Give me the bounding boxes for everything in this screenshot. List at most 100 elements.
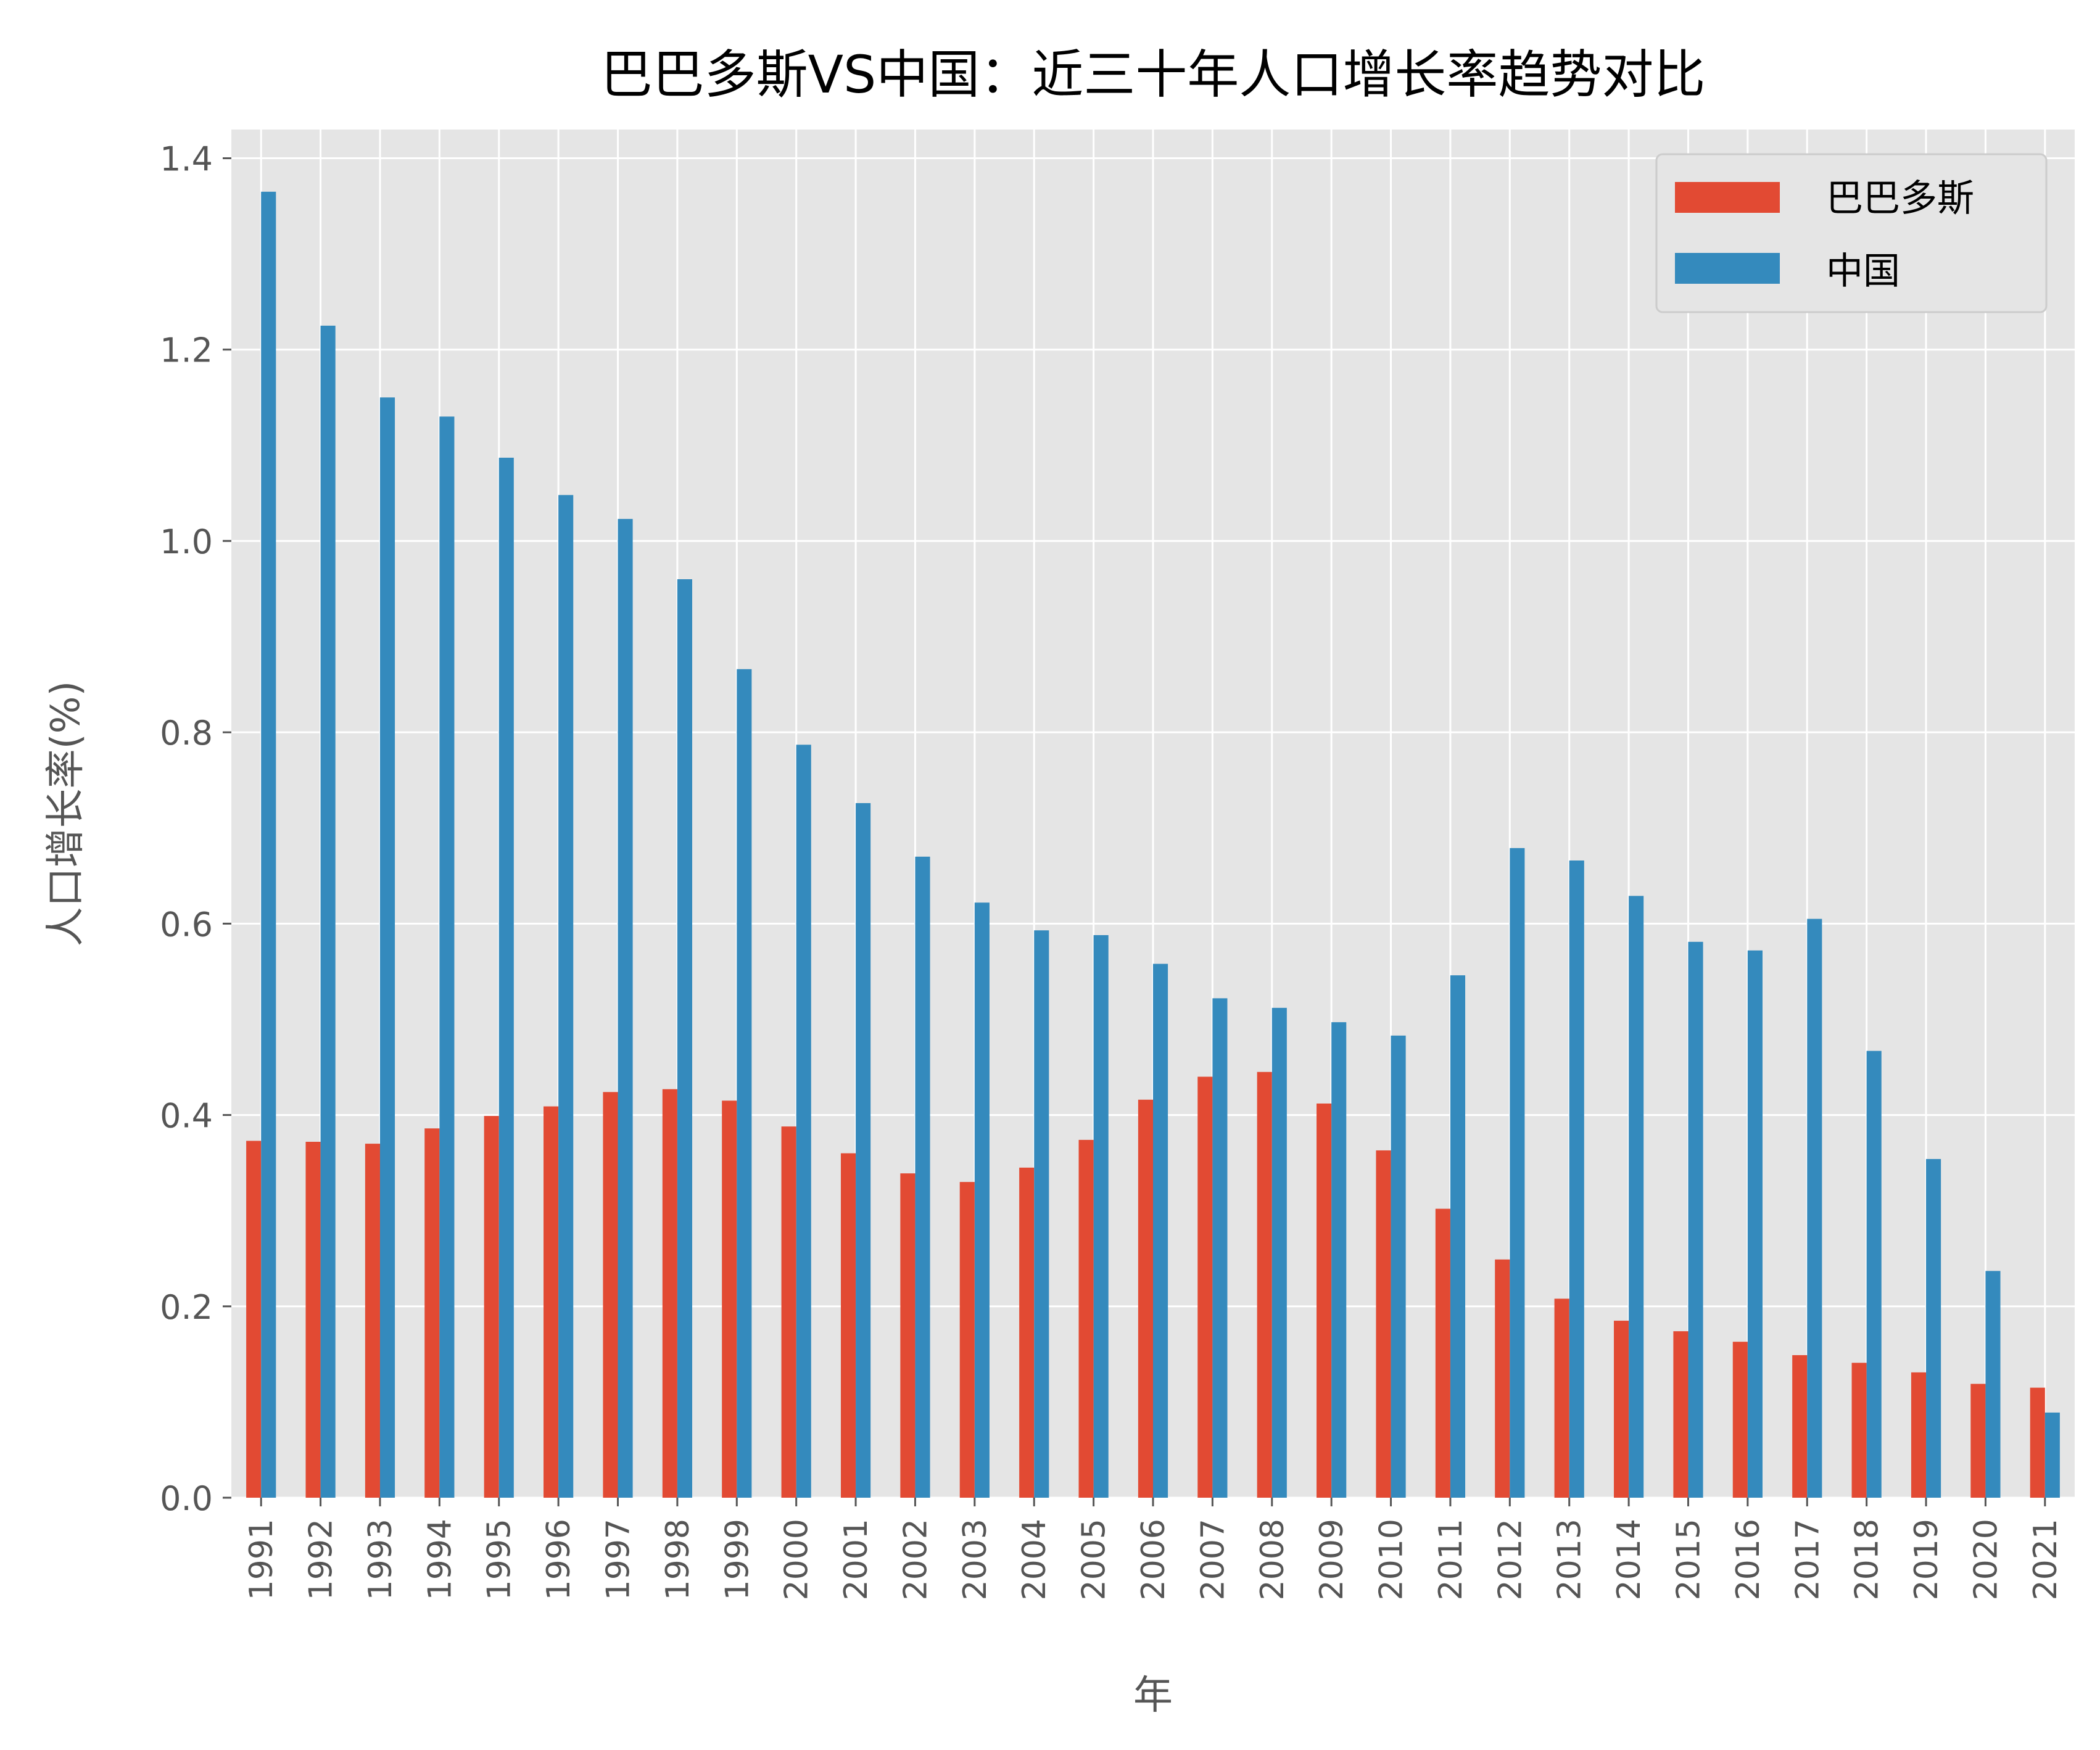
bar-barbados-2021 xyxy=(2030,1387,2045,1498)
y-tick-label: 0.2 xyxy=(160,1288,213,1327)
bar-china-2002 xyxy=(915,856,930,1498)
bar-china-2021 xyxy=(2044,1412,2060,1498)
x-axis-label: 年 xyxy=(1133,1673,1173,1719)
bar-china-2013 xyxy=(1569,861,1584,1498)
bar-barbados-2005 xyxy=(1078,1139,1094,1498)
bar-china-2007 xyxy=(1212,998,1228,1498)
y-tick-label: 1.2 xyxy=(160,331,213,370)
bar-barbados-2013 xyxy=(1554,1298,1569,1498)
bar-china-2009 xyxy=(1331,1022,1347,1498)
y-tick-label: 0.0 xyxy=(160,1479,213,1518)
x-tick-label: 2002 xyxy=(897,1519,934,1600)
bar-barbados-2010 xyxy=(1376,1150,1391,1498)
x-tick-label: 2006 xyxy=(1135,1519,1172,1600)
bar-barbados-2007 xyxy=(1197,1076,1213,1498)
bar-china-1995 xyxy=(498,458,514,1498)
bar-barbados-2006 xyxy=(1138,1099,1153,1498)
bar-barbados-2015 xyxy=(1673,1331,1689,1498)
bar-barbados-2000 xyxy=(781,1126,796,1498)
bar-china-1991 xyxy=(261,191,276,1498)
legend-label-barbados: 巴巴多斯 xyxy=(1826,177,1974,220)
x-tick-label: 1994 xyxy=(421,1519,458,1600)
x-tick-label: 1999 xyxy=(719,1519,756,1600)
x-tick-label: 1992 xyxy=(303,1519,340,1600)
x-axis-ticks: 1991 1992 1993 1994 1995 1996 1997 1998 1999 2000… xyxy=(243,1498,2064,1600)
bar-china-2012 xyxy=(1510,848,1525,1498)
bar-china-2000 xyxy=(796,745,811,1498)
bar-china-1998 xyxy=(677,579,692,1498)
x-tick-label: 2016 xyxy=(1730,1519,1767,1600)
y-axis-ticks: 0.0 0.2 0.4 0.6 0.8 1.0 1.2 1.4 xyxy=(160,140,231,1518)
x-tick-label: 2012 xyxy=(1492,1519,1529,1600)
bar-barbados-2020 xyxy=(1970,1384,1986,1498)
bar-china-1999 xyxy=(737,669,752,1498)
bars xyxy=(246,191,2060,1498)
bar-barbados-1996 xyxy=(544,1106,559,1498)
chart-title: 巴巴多斯VS中国：近三十年人口增长率趋势对比 xyxy=(601,44,1706,105)
bar-barbados-2004 xyxy=(1019,1167,1035,1498)
x-tick-label: 2013 xyxy=(1552,1519,1589,1600)
bar-barbados-1994 xyxy=(424,1128,440,1498)
bar-china-2005 xyxy=(1093,935,1109,1498)
bar-barbados-1991 xyxy=(246,1141,262,1498)
bar-china-2020 xyxy=(1985,1271,2001,1498)
x-tick-label: 2008 xyxy=(1254,1519,1291,1600)
bar-china-1994 xyxy=(439,416,455,1498)
bar-china-2019 xyxy=(1926,1158,1941,1498)
y-tick-label: 0.6 xyxy=(160,905,213,944)
bar-barbados-2016 xyxy=(1732,1342,1748,1498)
x-tick-label: 2011 xyxy=(1432,1519,1470,1600)
y-tick-label: 0.8 xyxy=(160,714,213,753)
x-tick-label: 2000 xyxy=(779,1519,816,1600)
bar-china-2006 xyxy=(1153,964,1168,1498)
bar-china-2001 xyxy=(856,803,871,1498)
x-tick-label: 2019 xyxy=(1908,1519,1945,1600)
x-tick-label: 2004 xyxy=(1016,1519,1053,1600)
x-tick-label: 2001 xyxy=(838,1519,875,1600)
bar-china-1993 xyxy=(379,397,395,1498)
bar-china-2018 xyxy=(1866,1050,1882,1498)
x-tick-label: 2015 xyxy=(1670,1519,1707,1600)
y-tick-label: 1.0 xyxy=(160,522,213,561)
bar-barbados-1995 xyxy=(484,1116,499,1498)
bar-china-2014 xyxy=(1629,896,1644,1498)
x-tick-label: 1996 xyxy=(540,1519,577,1600)
bar-barbados-2008 xyxy=(1257,1071,1272,1498)
x-tick-label: 1991 xyxy=(243,1519,280,1600)
bar-barbados-2001 xyxy=(840,1153,856,1498)
bar-barbados-1999 xyxy=(722,1100,737,1498)
legend-label-china: 中国 xyxy=(1826,250,1900,293)
bar-china-2008 xyxy=(1271,1007,1287,1498)
y-axis-label: 人口增长率(%) xyxy=(43,681,89,947)
x-tick-label: 1998 xyxy=(659,1519,697,1600)
x-tick-label: 2003 xyxy=(957,1519,994,1600)
bar-barbados-2012 xyxy=(1495,1259,1510,1498)
x-tick-label: 2007 xyxy=(1194,1519,1231,1600)
bar-barbados-2011 xyxy=(1435,1208,1450,1498)
legend-swatch-china xyxy=(1675,253,1780,284)
bar-china-2017 xyxy=(1807,918,1822,1498)
bar-barbados-2003 xyxy=(959,1182,975,1498)
x-tick-label: 2014 xyxy=(1611,1519,1648,1600)
bar-china-2004 xyxy=(1034,930,1049,1498)
x-tick-label: 2020 xyxy=(1967,1519,2004,1600)
x-tick-label: 2017 xyxy=(1789,1519,1826,1600)
bar-barbados-2017 xyxy=(1792,1355,1808,1498)
x-tick-label: 2010 xyxy=(1373,1519,1410,1600)
legend: 巴巴多斯 中国 xyxy=(1655,153,2048,313)
bar-barbados-2018 xyxy=(1851,1363,1867,1498)
x-tick-label: 1997 xyxy=(600,1519,637,1600)
bar-barbados-2014 xyxy=(1614,1321,1629,1498)
bar-china-2003 xyxy=(974,902,990,1498)
bar-barbados-2019 xyxy=(1911,1372,1927,1498)
x-tick-label: 2009 xyxy=(1313,1519,1350,1600)
bar-barbados-1993 xyxy=(365,1144,380,1498)
bar-china-2015 xyxy=(1688,941,1703,1498)
bar-barbados-2009 xyxy=(1317,1103,1332,1498)
x-tick-label: 2005 xyxy=(1076,1519,1113,1600)
bar-barbados-1998 xyxy=(662,1089,677,1498)
bar-barbados-2002 xyxy=(900,1173,916,1498)
y-tick-label: 0.4 xyxy=(160,1097,213,1136)
